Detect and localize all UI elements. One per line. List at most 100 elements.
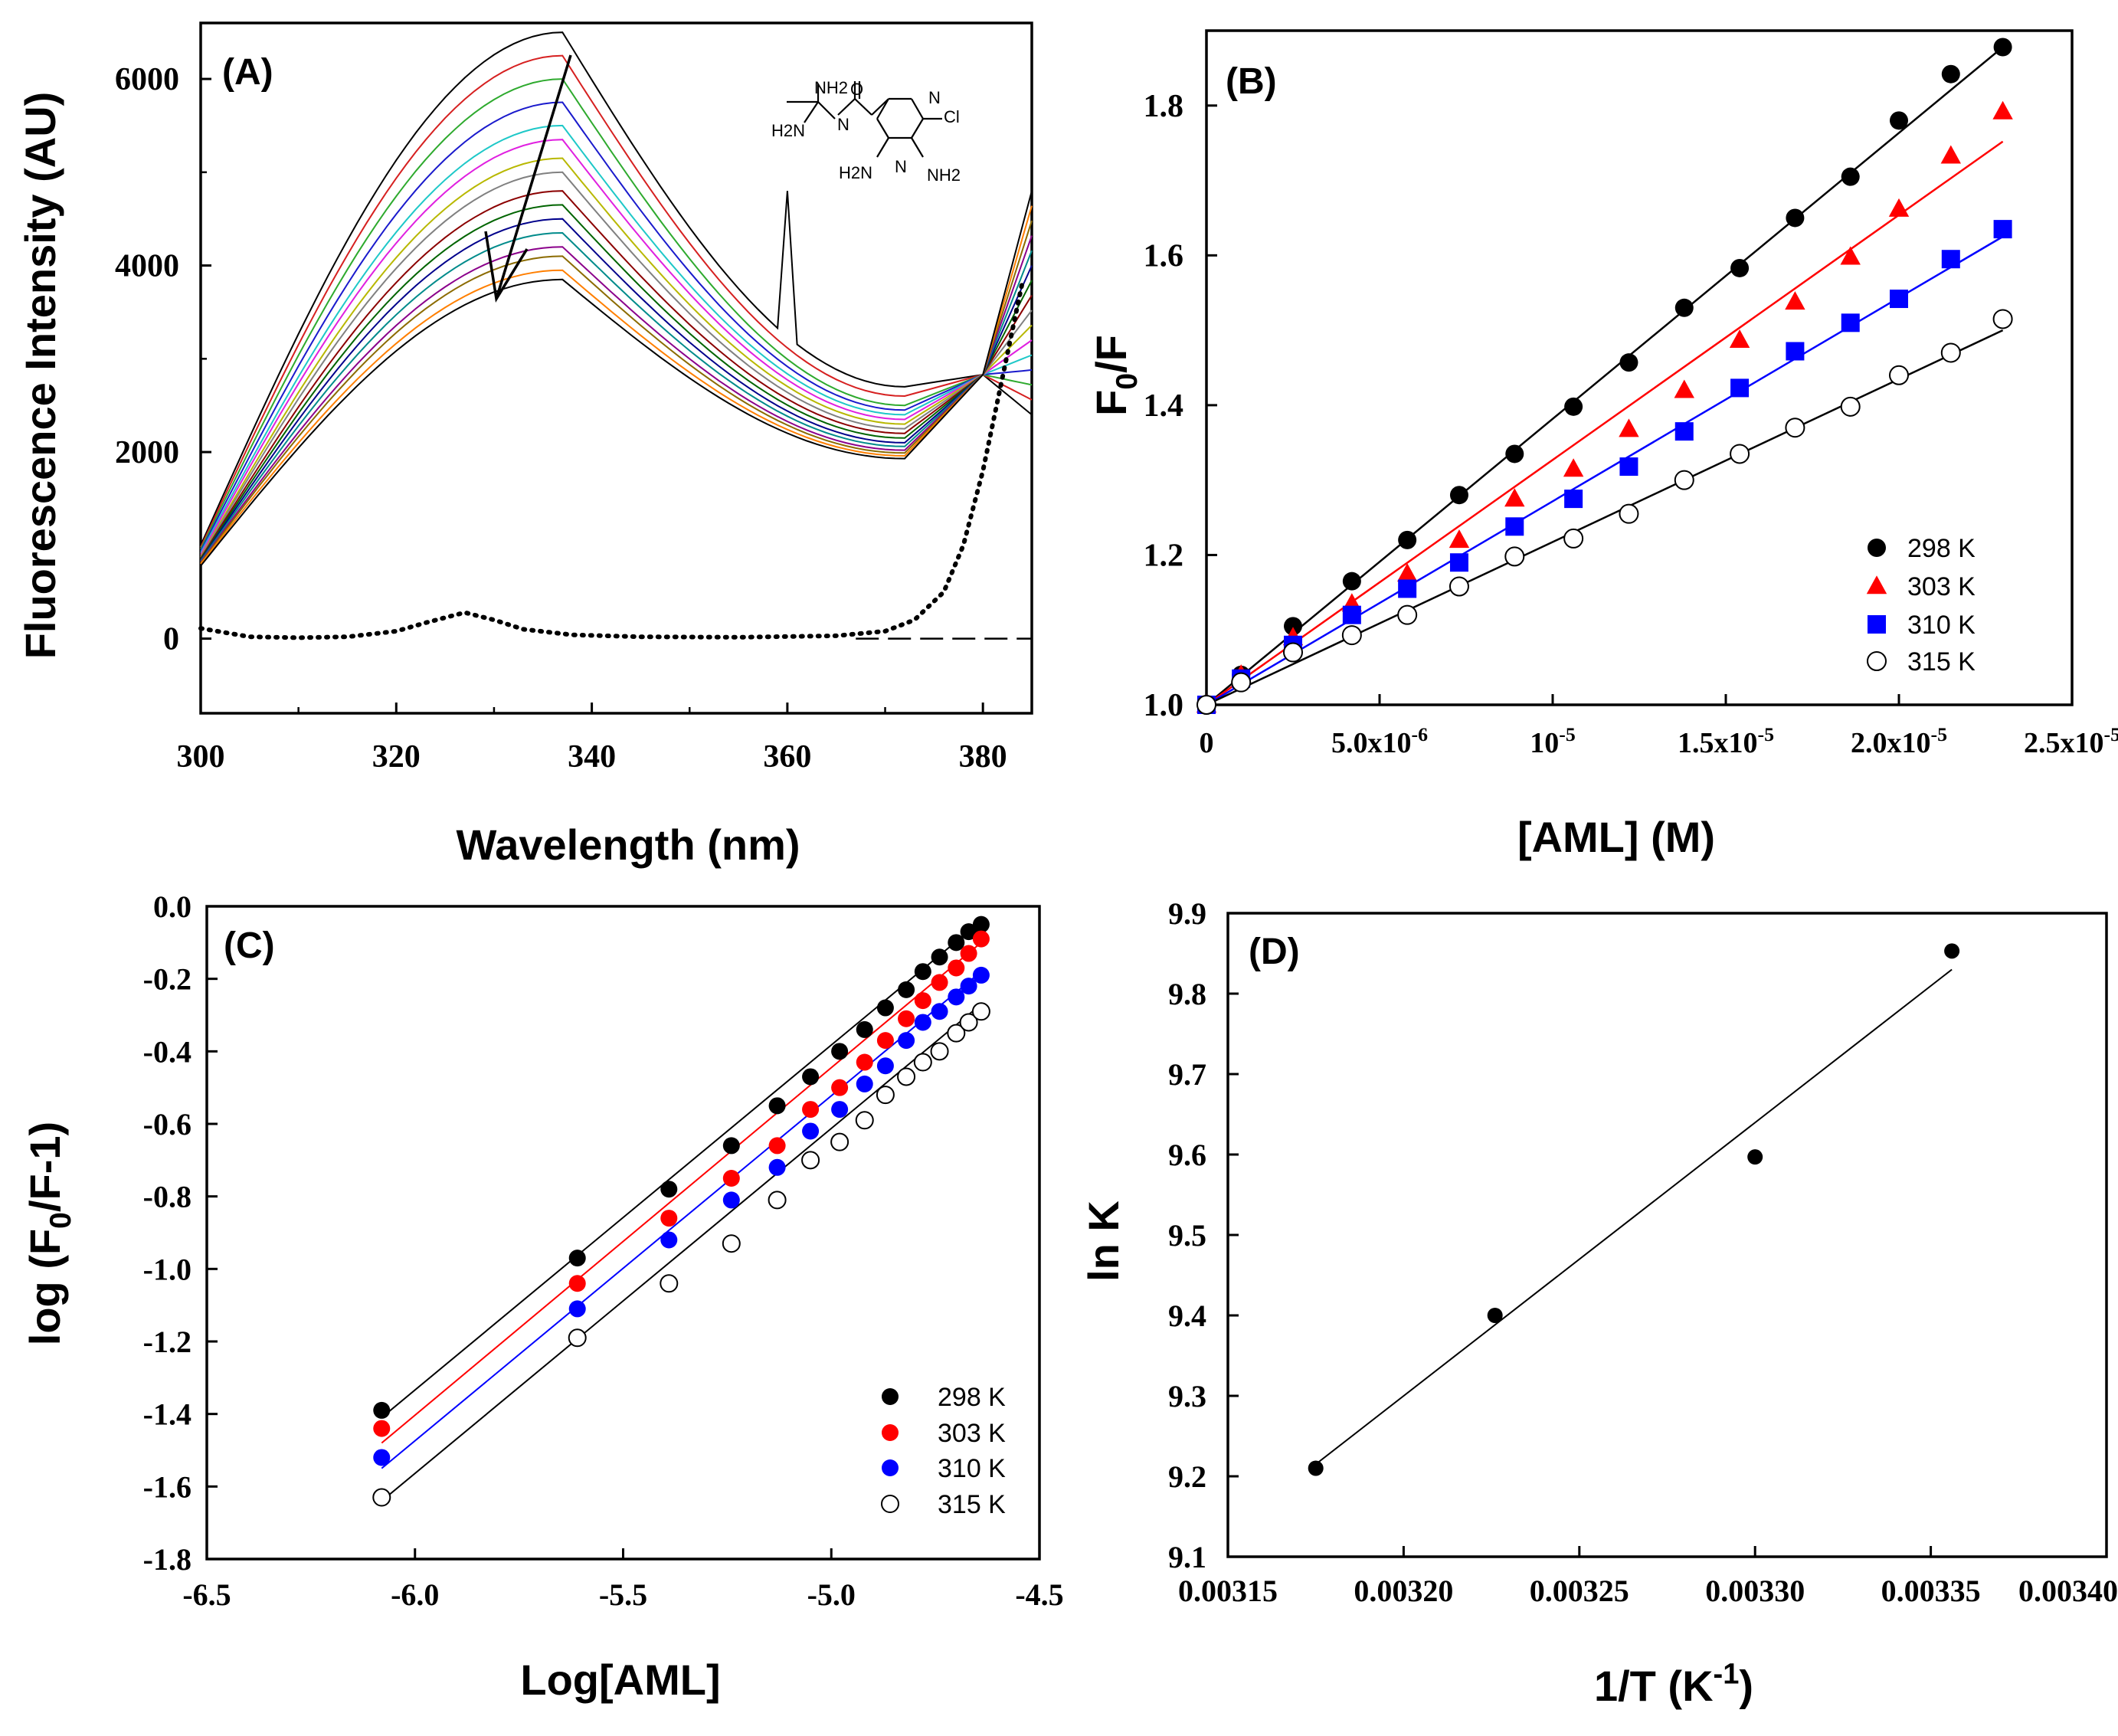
x-tick-label: -5.5 bbox=[599, 1577, 647, 1612]
data-point bbox=[1730, 444, 1750, 464]
spectrum-line bbox=[200, 190, 1033, 567]
x-tick-label: -4.5 bbox=[1015, 1577, 1063, 1612]
spectrum-line bbox=[200, 190, 1033, 559]
data-point bbox=[882, 1459, 899, 1476]
data-point bbox=[568, 1300, 586, 1318]
spectrum-line bbox=[200, 204, 1033, 560]
y-tick-label: 4000 bbox=[115, 249, 179, 284]
tick-label-base: 1.5x10 bbox=[1678, 727, 1758, 759]
molecule-atom: N bbox=[895, 157, 907, 176]
data-point bbox=[722, 1170, 740, 1187]
axis-title-part: F bbox=[1087, 390, 1135, 416]
y-axis-title: ln K bbox=[1079, 1200, 1128, 1282]
data-point bbox=[568, 1328, 587, 1348]
data-point bbox=[802, 1068, 820, 1086]
molecule-atom: NH2 bbox=[814, 78, 848, 97]
tick-label-exponent: -5 bbox=[2103, 723, 2118, 745]
data-point bbox=[1397, 604, 1418, 625]
data-point bbox=[1505, 517, 1524, 536]
data-point bbox=[1786, 342, 1805, 361]
y-tick-label: -0.8 bbox=[143, 1180, 192, 1214]
legend-label: 315 K bbox=[1907, 647, 1976, 676]
trend-arrowhead bbox=[484, 231, 529, 303]
data-point bbox=[1889, 365, 1909, 385]
fit-line bbox=[381, 920, 982, 1419]
data-point bbox=[1196, 695, 1216, 715]
data-point bbox=[876, 999, 894, 1017]
panel-label: (D) bbox=[1249, 932, 1300, 972]
fit-line bbox=[381, 971, 982, 1469]
data-point bbox=[1941, 250, 1960, 269]
x-tick-label: 2.5x10-5 bbox=[2024, 723, 2118, 759]
data-point bbox=[1563, 458, 1584, 477]
data-point bbox=[1868, 615, 1886, 634]
y-tick-label: -1.6 bbox=[143, 1469, 192, 1504]
molecule-atom: H2N bbox=[771, 121, 805, 140]
y-tick-label: -0.4 bbox=[143, 1034, 192, 1069]
data-point bbox=[768, 1158, 786, 1176]
data-point bbox=[897, 1067, 916, 1086]
data-point bbox=[898, 1010, 915, 1027]
data-point bbox=[914, 963, 931, 981]
x-axis-title: [AML] (M) bbox=[1517, 813, 1715, 861]
data-point bbox=[1449, 529, 1470, 549]
data-point bbox=[802, 1101, 820, 1119]
data-point bbox=[801, 1151, 820, 1170]
y-tick-label: 9.3 bbox=[1168, 1379, 1206, 1413]
data-point bbox=[1992, 100, 2013, 120]
data-point bbox=[768, 1137, 786, 1155]
x-tick-label: 0.00315 bbox=[1178, 1574, 1278, 1608]
data-point bbox=[914, 1014, 931, 1031]
spectrum-line bbox=[200, 205, 1033, 565]
panel-b: 0 5.0x10-6 10-5 1.5x10-5 2.0x10-5 2.5x10-51.0… bbox=[1087, 29, 2118, 861]
tick-label-base: 2.5x10 bbox=[2024, 727, 2104, 759]
data-point bbox=[1449, 486, 1468, 505]
y-tick-label: -0.6 bbox=[143, 1107, 192, 1142]
y-axis-title: Fluorescence Intensity (AU) bbox=[16, 92, 64, 660]
data-point bbox=[1487, 1308, 1503, 1323]
trend-arrow-shaft bbox=[495, 54, 572, 300]
x-tick-label: 0.00330 bbox=[1705, 1574, 1805, 1608]
panel-d: 0.00315 0.00320 0.00325 0.00330 0.00335 0.003… bbox=[1079, 896, 2118, 1710]
spectrum-line bbox=[200, 54, 1033, 548]
data-point bbox=[1619, 418, 1639, 437]
data-point bbox=[1729, 329, 1750, 349]
molecule-atom: N bbox=[928, 88, 941, 107]
data-point bbox=[855, 1111, 874, 1130]
plot-frame bbox=[199, 21, 1033, 715]
y-tick-label: 1.2 bbox=[1144, 538, 1184, 573]
data-point bbox=[1785, 418, 1805, 438]
data-point bbox=[972, 915, 990, 933]
data-point bbox=[1867, 651, 1887, 671]
panel-a: 300 320 340 360 380 0 2000 4000 6000 (A) Wavelengt… bbox=[16, 21, 1033, 869]
x-axis-title: 1/T (K-1) bbox=[1594, 1659, 1753, 1710]
data-point bbox=[1730, 258, 1750, 277]
data-point bbox=[1840, 396, 1861, 417]
spectrum-line bbox=[200, 31, 1033, 546]
x-tick-label: 320 bbox=[372, 739, 421, 775]
tick-label-exponent: -5 bbox=[1757, 723, 1774, 745]
data-point bbox=[1941, 64, 1960, 84]
x-axis-title: Wavelength (nm) bbox=[456, 821, 800, 869]
y-tick-label: 9.7 bbox=[1168, 1057, 1206, 1092]
y-tick-label: 9.8 bbox=[1168, 977, 1206, 1011]
fit-line bbox=[1206, 329, 2004, 706]
x-tick-label: 1.5x10-5 bbox=[1678, 723, 1774, 759]
y-axis-title: F0/F bbox=[1087, 335, 1144, 416]
fit-line bbox=[1206, 140, 2004, 706]
data-point bbox=[931, 974, 948, 991]
x-tick-label: 0.00325 bbox=[1530, 1574, 1629, 1608]
data-point bbox=[1868, 539, 1886, 557]
data-point bbox=[1505, 444, 1524, 463]
y-tick-label: 2000 bbox=[115, 435, 179, 470]
x-tick-label: 2.0x10-5 bbox=[1851, 723, 1947, 759]
y-tick-label: 9.4 bbox=[1168, 1299, 1206, 1333]
legend-label: 303 K bbox=[938, 1419, 1006, 1448]
spectrum-line bbox=[200, 171, 1033, 558]
legend-label: 310 K bbox=[1907, 611, 1976, 640]
axis-title-part: log (F bbox=[21, 1229, 69, 1345]
tick-label-exponent: -1 bbox=[1714, 1659, 1740, 1691]
data-point bbox=[1674, 298, 1694, 317]
data-point bbox=[831, 1043, 849, 1060]
data-point bbox=[1993, 220, 2012, 239]
